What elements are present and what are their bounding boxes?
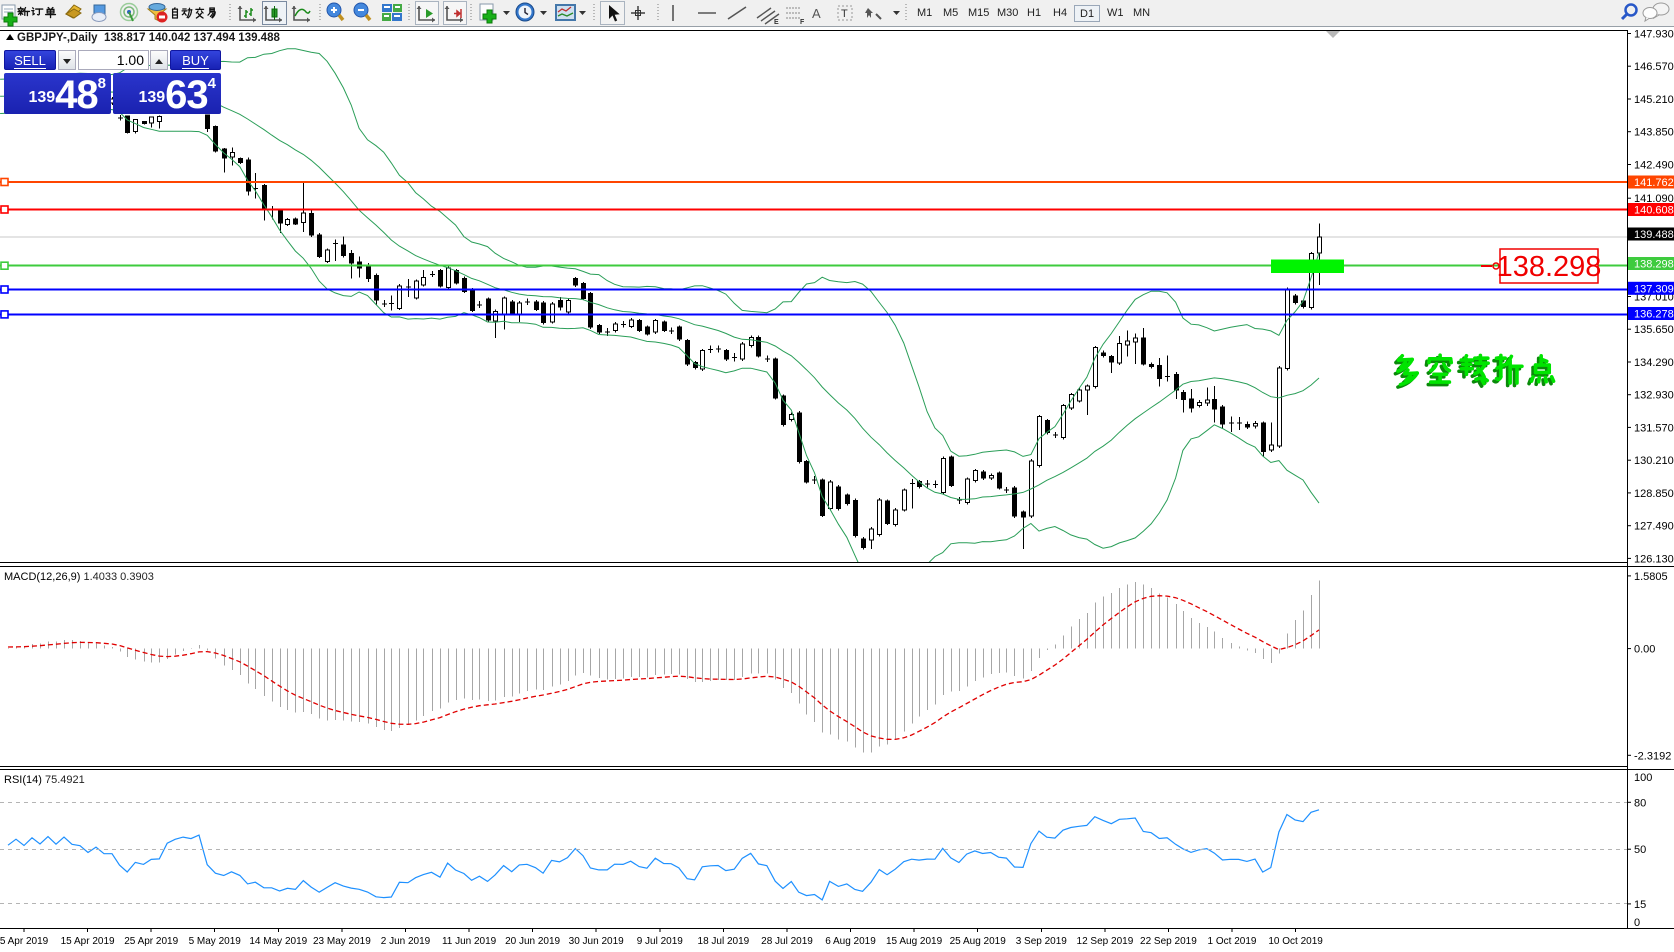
svg-text:146.570: 146.570 [1634, 61, 1674, 73]
svg-text:A: A [812, 6, 821, 21]
svg-text:138.817 140.042 137.494 139.48: 138.817 140.042 137.494 139.488 [104, 32, 280, 44]
svg-text:136.278: 136.278 [1634, 309, 1674, 321]
svg-text:30 Jun 2019: 30 Jun 2019 [569, 936, 624, 947]
svg-text:10 Oct 2019: 10 Oct 2019 [1268, 936, 1323, 947]
svg-text:140.608: 140.608 [1634, 205, 1674, 217]
svg-text:T: T [841, 8, 848, 20]
svg-text:3 Sep 2019: 3 Sep 2019 [1016, 936, 1068, 947]
svg-text:50: 50 [1634, 844, 1646, 856]
svg-text:131.570: 131.570 [1634, 422, 1674, 434]
svg-text:28 Jul 2019: 28 Jul 2019 [761, 936, 813, 947]
svg-text:15: 15 [1634, 899, 1646, 911]
svg-text:15 Apr 2019: 15 Apr 2019 [61, 936, 115, 947]
svg-text:25 Apr 2019: 25 Apr 2019 [124, 936, 178, 947]
svg-text:138.298: 138.298 [1634, 259, 1674, 271]
svg-text:135.650: 135.650 [1634, 324, 1674, 336]
svg-text:1 Oct 2019: 1 Oct 2019 [1208, 936, 1257, 947]
svg-text:143.850: 143.850 [1634, 127, 1674, 139]
svg-text:15 Aug 2019: 15 Aug 2019 [886, 936, 943, 947]
svg-text:130.210: 130.210 [1634, 455, 1674, 467]
svg-text:142.490: 142.490 [1634, 160, 1674, 172]
svg-text:80: 80 [1634, 797, 1646, 809]
svg-text:14 May 2019: 14 May 2019 [249, 936, 307, 947]
svg-text:128.850: 128.850 [1634, 488, 1674, 500]
svg-text:MACD(12,26,9) 1.4033 0.3903: MACD(12,26,9) 1.4033 0.3903 [4, 571, 154, 583]
svg-text:141.090: 141.090 [1634, 193, 1674, 205]
svg-text:126.130: 126.130 [1634, 553, 1674, 565]
svg-text:137.309: 137.309 [1634, 283, 1674, 295]
svg-text:0.00: 0.00 [1634, 644, 1655, 656]
svg-text:F: F [800, 19, 805, 26]
svg-text:25 Aug 2019: 25 Aug 2019 [950, 936, 1007, 947]
svg-text:2 Jun 2019: 2 Jun 2019 [381, 936, 431, 947]
svg-text:141.762: 141.762 [1634, 177, 1674, 189]
svg-text:145.210: 145.210 [1634, 94, 1674, 106]
svg-text:139.488: 139.488 [1634, 229, 1674, 241]
svg-text:9 Jul 2019: 9 Jul 2019 [637, 936, 684, 947]
svg-text:0: 0 [1634, 917, 1640, 929]
svg-text:RSI(14) 75.4921: RSI(14) 75.4921 [4, 774, 85, 786]
svg-text:100: 100 [1634, 772, 1652, 784]
svg-text:132.930: 132.930 [1634, 390, 1674, 402]
svg-text:11 Jun 2019: 11 Jun 2019 [442, 936, 497, 947]
svg-text:23 May 2019: 23 May 2019 [313, 936, 371, 947]
svg-text:1.5805: 1.5805 [1634, 571, 1668, 583]
svg-text:147.930: 147.930 [1634, 29, 1674, 41]
svg-text:E: E [774, 19, 779, 26]
svg-text:5 Apr 2019: 5 Apr 2019 [0, 936, 49, 947]
svg-text:22 Sep 2019: 22 Sep 2019 [1140, 936, 1197, 947]
svg-text:5 May 2019: 5 May 2019 [189, 936, 242, 947]
svg-text:18 Jul 2019: 18 Jul 2019 [698, 936, 750, 947]
svg-text:127.490: 127.490 [1634, 521, 1674, 533]
svg-text:6 Aug 2019: 6 Aug 2019 [825, 936, 876, 947]
svg-text:12 Sep 2019: 12 Sep 2019 [1077, 936, 1134, 947]
svg-text:-2.3192: -2.3192 [1634, 750, 1671, 762]
svg-text:GBPJPY-,Daily: GBPJPY-,Daily [17, 32, 98, 44]
svg-text:138.298: 138.298 [1497, 251, 1602, 283]
svg-text:20 Jun 2019: 20 Jun 2019 [505, 936, 560, 947]
svg-text:134.290: 134.290 [1634, 357, 1674, 369]
